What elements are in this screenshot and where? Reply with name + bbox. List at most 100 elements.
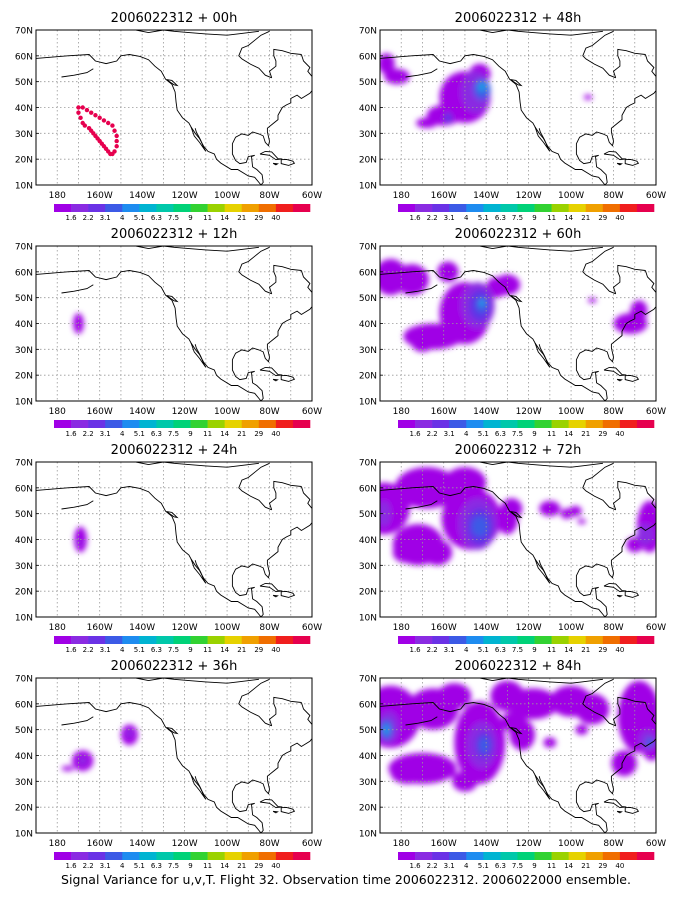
variance-contour — [478, 737, 490, 753]
variance-contour — [583, 94, 593, 100]
colorbar-label: 2.2 — [427, 214, 438, 222]
panel-title: 2006022312 + 60h — [455, 227, 582, 242]
lat-tick-label: 40N — [359, 104, 377, 114]
coastlines — [36, 678, 312, 833]
map-panel-0h: 2006022312 + 00h 10N 20N 30N 40N 50N 60N 70N 180… — [15, 11, 322, 222]
colorbar-label: 4 — [120, 430, 125, 438]
lon-tick-label: 80W — [259, 623, 279, 633]
lon-tick-label: 140W — [473, 839, 499, 849]
colorbar-label: 7.5 — [512, 430, 523, 438]
colorbar-swatch — [139, 852, 157, 860]
colorbar-swatch — [156, 636, 174, 644]
lon-tick-label: 120W — [172, 839, 198, 849]
panel-title: 2006022312 + 12h — [111, 227, 238, 242]
grid-lines — [36, 30, 312, 185]
lat-tick-label: 40N — [359, 536, 377, 546]
variance-contour — [383, 724, 390, 735]
coastlines — [36, 30, 312, 185]
track-dot — [112, 128, 117, 133]
lat-tick-label: 40N — [15, 536, 33, 546]
variance-contour — [437, 683, 472, 709]
colorbar-label: 2.2 — [83, 646, 94, 654]
colorbar-label: 21 — [237, 862, 246, 870]
lon-tick-label: 80W — [603, 839, 623, 849]
colorbar-swatch — [449, 852, 467, 860]
colorbar-label: 29 — [254, 214, 263, 222]
colorbar-swatch — [88, 204, 106, 212]
colorbar-label: 6.3 — [495, 646, 506, 654]
lat-tick-label: 50N — [15, 78, 33, 88]
colorbar-label: 40 — [615, 430, 624, 438]
colorbar-swatch — [275, 852, 294, 860]
colorbar-swatch — [258, 204, 277, 212]
lon-tick-label: 100W — [558, 407, 584, 417]
colorbar-swatch — [534, 204, 552, 212]
colorbar-swatch — [398, 636, 416, 644]
colorbar-label: 2.2 — [83, 214, 94, 222]
lon-tick-label: 100W — [214, 623, 240, 633]
colorbar-swatch — [71, 852, 89, 860]
track-dot — [76, 105, 81, 110]
lat-tick-label: 30N — [15, 778, 33, 788]
lat-tick-label: 60N — [15, 52, 33, 62]
lon-tick-label: 60W — [646, 839, 666, 849]
colorbar-label: 1.6 — [65, 862, 77, 870]
colorbar-swatch — [619, 636, 638, 644]
colorbar-swatch — [585, 852, 604, 860]
map-panel-84h: 2006022312 + 84h 10N 20N 30N 40N 50N 60N 70N 180… — [359, 659, 666, 870]
colorbar-label: 3.1 — [444, 430, 455, 438]
colorbar-swatch — [54, 636, 72, 644]
colorbar-swatch — [241, 636, 260, 644]
lon-tick-label: 60W — [646, 623, 666, 633]
lon-tick-label: 100W — [558, 191, 584, 201]
colorbar-label: 9 — [188, 430, 192, 438]
map-panel-36h: 2006022312 + 36h 10N 20N 30N 40N 50N 60N 70N 180… — [15, 659, 322, 870]
panel-title: 2006022312 + 84h — [455, 659, 582, 674]
colorbar-swatch — [449, 636, 467, 644]
colorbar: 1.6 2.2 3.1 4 5.1 6.3 7.5 9 11 14 21 29 40 — [398, 852, 655, 870]
colorbar-swatch — [398, 204, 416, 212]
colorbar-swatch — [258, 636, 277, 644]
lat-tick-label: 10N — [359, 398, 377, 408]
colorbar-label: 1.6 — [409, 430, 421, 438]
colorbar-swatch — [534, 420, 552, 428]
lat-tick-label: 70N — [359, 243, 377, 253]
colorbar-label: 5.1 — [478, 430, 489, 438]
colorbar-label: 21 — [581, 214, 590, 222]
lon-tick-label: 120W — [172, 623, 198, 633]
colorbar-swatch — [517, 852, 535, 860]
colorbar-swatch — [398, 420, 416, 428]
colorbar-swatch — [207, 636, 225, 644]
lon-tick-label: 140W — [129, 623, 155, 633]
colorbar-swatch — [619, 204, 638, 212]
map-panel-60h: 2006022312 + 60h 10N 20N 30N 40N 50N 60N 70N 180… — [359, 227, 666, 438]
track-dot — [105, 120, 111, 126]
lon-tick-label: 180 — [393, 839, 410, 849]
colorbar-label: 9 — [532, 430, 536, 438]
lon-tick-label: 120W — [172, 407, 198, 417]
colorbar-label: 14 — [220, 430, 229, 438]
colorbar-swatch — [224, 204, 243, 212]
lat-tick-label: 70N — [359, 675, 377, 685]
lon-tick-label: 140W — [473, 407, 499, 417]
colorbar-swatch — [619, 852, 638, 860]
colorbar-swatch — [105, 204, 123, 212]
colorbar: 1.6 2.2 3.1 4 5.1 6.3 7.5 9 11 14 21 29 40 — [398, 420, 655, 438]
lat-tick-label: 20N — [359, 588, 377, 598]
colorbar-label: 14 — [564, 430, 573, 438]
lon-tick-label: 160W — [87, 407, 113, 417]
colorbar-swatch — [190, 420, 208, 428]
colorbar-swatch — [139, 636, 157, 644]
colorbar-swatch — [551, 204, 569, 212]
observation-track — [76, 105, 119, 157]
colorbar-label: 14 — [564, 214, 573, 222]
colorbar-label: 40 — [615, 214, 624, 222]
colorbar-label: 7.5 — [512, 862, 523, 870]
colorbar-label: 11 — [547, 430, 556, 438]
colorbar-swatch — [466, 420, 484, 428]
colorbar-label: 29 — [598, 430, 607, 438]
colorbar-label: 14 — [220, 862, 229, 870]
colorbar-swatch — [534, 852, 552, 860]
colorbar-swatch — [292, 852, 311, 860]
colorbar-label: 4 — [120, 214, 125, 222]
